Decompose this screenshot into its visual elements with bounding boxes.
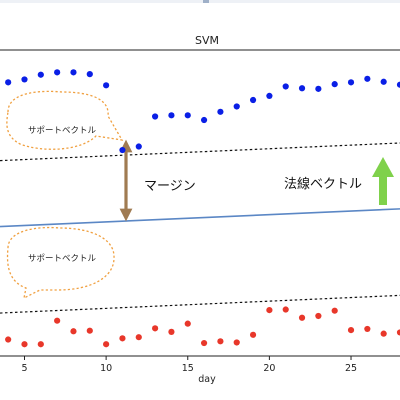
- x-tick-label: 20: [263, 363, 275, 374]
- red-point: [282, 306, 289, 313]
- blue-point: [396, 81, 400, 88]
- red-point: [119, 335, 126, 342]
- red-point: [200, 339, 208, 347]
- red-point: [5, 336, 12, 343]
- red-point: [152, 325, 159, 332]
- red-point: [396, 329, 400, 336]
- red-point: [168, 328, 175, 335]
- blue-point: [103, 82, 110, 89]
- chart-title: SVM: [195, 34, 219, 47]
- x-tick-label: 5: [21, 363, 27, 374]
- x-tick-label: 10: [100, 363, 112, 374]
- red-point: [266, 307, 273, 314]
- red-point: [249, 331, 257, 338]
- blue-point: [37, 71, 44, 78]
- blue-point: [380, 78, 387, 85]
- red-point: [103, 341, 110, 348]
- red-point: [86, 327, 93, 334]
- blue-point: [249, 96, 257, 104]
- red-point: [233, 339, 240, 346]
- upper-margin-line: [0, 142, 400, 162]
- blue-point: [331, 81, 338, 88]
- blue-point: [347, 79, 355, 86]
- red-point: [331, 307, 338, 314]
- x-tick-label: 25: [345, 363, 357, 374]
- blue-point: [21, 76, 28, 83]
- lines-layer: [0, 142, 400, 314]
- points-layer: [5, 69, 400, 348]
- x-tick-label: 15: [182, 363, 194, 374]
- support-vector-bubble-upper: サポートベクトル: [6, 90, 124, 150]
- blue-point: [298, 85, 306, 92]
- support-vector-bubble-lower: サポートベクトル: [6, 226, 115, 300]
- window-top-handle: [203, 0, 209, 3]
- blue-point: [266, 92, 273, 99]
- margin-label: マージン: [144, 179, 196, 194]
- window-top-strip: [0, 0, 400, 3]
- blue-point: [152, 113, 159, 120]
- support-vector-label-upper: サポートベクトル: [28, 126, 97, 136]
- x-axis: 5 10 15 20 25: [21, 356, 357, 374]
- blue-point: [86, 71, 93, 78]
- blue-point: [5, 79, 12, 86]
- lower-margin-line: [0, 294, 400, 314]
- red-point: [380, 330, 387, 337]
- blue-point: [54, 69, 61, 76]
- blue-point: [282, 83, 289, 90]
- red-point: [21, 341, 28, 348]
- red-point: [70, 328, 77, 335]
- blue-point: [217, 108, 224, 115]
- blue-point: [364, 75, 371, 82]
- red-point: [54, 317, 61, 324]
- blue-point: [184, 112, 191, 119]
- red-point: [184, 320, 191, 327]
- blue-point: [70, 69, 77, 76]
- blue-point: [200, 116, 208, 124]
- normal-vector-label: 法線ベクトル: [284, 176, 362, 192]
- normal-vector-arrow: [372, 157, 394, 205]
- blue-point: [233, 103, 240, 110]
- red-point: [217, 338, 224, 345]
- red-point: [37, 341, 44, 348]
- red-point: [135, 334, 142, 341]
- support-vector-label-lower: サポートベクトル: [28, 254, 97, 264]
- red-point: [364, 325, 371, 333]
- red-point: [347, 327, 355, 334]
- red-point: [315, 312, 322, 320]
- blue-point: [119, 146, 126, 154]
- red-point: [298, 314, 306, 321]
- x-axis-label: day: [198, 374, 216, 385]
- plot-frame: [0, 49, 400, 357]
- blue-point: [168, 112, 175, 119]
- blue-point: [135, 143, 142, 150]
- blue-point: [315, 85, 322, 92]
- decision-boundary-line: [0, 208, 400, 228]
